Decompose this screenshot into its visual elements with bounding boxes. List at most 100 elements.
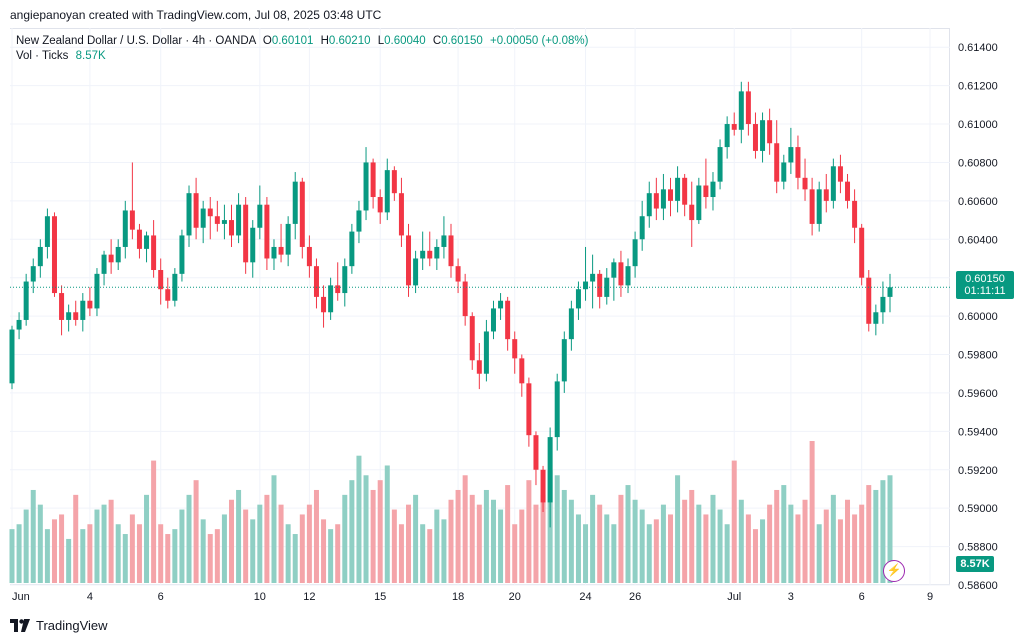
candle-body <box>604 277 610 297</box>
candle-body <box>398 193 404 236</box>
volume-bar <box>618 494 624 583</box>
volume-bar <box>498 509 504 583</box>
candle-body <box>639 216 645 240</box>
candle-body <box>427 250 433 259</box>
volume-bar <box>115 524 121 583</box>
candle-body <box>625 266 631 286</box>
volume-bar <box>845 499 851 583</box>
candle-body <box>94 273 100 309</box>
candle-body <box>887 287 893 297</box>
volume-bar <box>328 529 334 583</box>
low-label: L <box>377 35 385 47</box>
current-price-text: 0.60150 <box>965 273 1005 286</box>
candle-body <box>448 235 454 267</box>
volume-bar <box>73 494 79 583</box>
volume-bar <box>186 494 192 583</box>
time-tick-label: 20 <box>509 591 521 603</box>
time-tick-label: 3 <box>788 591 794 603</box>
candle-body <box>257 204 263 228</box>
candle <box>455 258 461 294</box>
candle <box>498 293 504 320</box>
candle-body <box>384 170 390 213</box>
candle <box>731 112 737 136</box>
time-tick-label: Jul <box>727 591 741 603</box>
candle-body <box>243 204 249 263</box>
candle <box>639 200 645 251</box>
candle <box>823 173 829 213</box>
candle <box>363 147 369 221</box>
volume-bar <box>823 509 829 583</box>
volume-bar <box>434 509 440 583</box>
volume-bar <box>774 489 780 583</box>
volume-bar <box>165 534 171 583</box>
candle-body <box>873 312 879 324</box>
candle <box>172 268 178 307</box>
candle-body <box>37 246 43 267</box>
candle-body <box>306 246 312 267</box>
candle <box>398 177 404 247</box>
candle-body <box>731 124 737 130</box>
candle <box>866 270 872 332</box>
candle <box>441 216 447 259</box>
volume-bar <box>80 529 86 583</box>
time-tick-label: 9 <box>927 591 933 603</box>
volume-bar <box>675 475 681 583</box>
candle <box>129 162 135 240</box>
volume-bar <box>682 499 688 583</box>
time-tick-label: 6 <box>158 591 164 603</box>
candle-body <box>859 227 865 278</box>
candle-body <box>469 316 475 361</box>
candle <box>321 285 327 328</box>
candle-body <box>852 200 858 228</box>
symbol-title: New Zealand Dollar / U.S. Dollar · 4h · … <box>16 35 256 47</box>
candle <box>434 239 440 271</box>
candle-body <box>172 273 178 301</box>
candle-body <box>30 266 36 282</box>
volume-bar <box>561 489 567 583</box>
candle <box>469 312 475 370</box>
volume-bar <box>23 509 29 583</box>
candle <box>285 216 291 267</box>
candle <box>774 120 780 194</box>
candle-body <box>122 210 128 247</box>
candle-body <box>830 166 836 201</box>
tradingview-logo-icon <box>10 619 30 632</box>
candle <box>512 331 518 374</box>
volume-bar <box>490 499 496 583</box>
candle <box>94 268 100 317</box>
candle <box>668 177 673 217</box>
candle <box>207 197 213 240</box>
volume-bar <box>696 504 702 583</box>
candle-body <box>660 189 666 209</box>
candle-body <box>278 246 284 255</box>
candle <box>632 231 638 278</box>
low-value: 0.60040 <box>384 35 426 47</box>
volume-bar <box>229 499 234 583</box>
candle <box>710 172 716 211</box>
time-tick-label: 18 <box>452 591 464 603</box>
candle-body <box>802 177 808 190</box>
candle-body <box>200 208 206 228</box>
candle-body <box>23 281 29 320</box>
change-value: +0.00050 (+0.08%) <box>489 35 589 47</box>
candle <box>802 158 808 201</box>
candle <box>80 293 86 332</box>
candle-body <box>880 296 886 313</box>
legend-ohlc-row: New Zealand Dollar / U.S. Dollar · 4h · … <box>16 34 588 49</box>
price-tick-label: 0.60000 <box>958 311 998 323</box>
lightning-bolt-icon[interactable]: ⚡ <box>883 560 905 582</box>
tradingview-brand[interactable]: TradingView <box>10 618 108 633</box>
volume-bar <box>441 519 447 583</box>
candle <box>816 181 822 232</box>
candle-body <box>434 246 440 259</box>
candle <box>837 154 843 194</box>
candle <box>229 204 234 247</box>
candle-body <box>675 177 681 201</box>
attribution-text: angiepanoyan created with TradingView.co… <box>10 8 382 22</box>
volume-bar <box>859 504 865 583</box>
candle <box>540 465 546 513</box>
candle <box>519 354 525 397</box>
candle <box>221 204 227 240</box>
grid-lines <box>10 28 950 586</box>
